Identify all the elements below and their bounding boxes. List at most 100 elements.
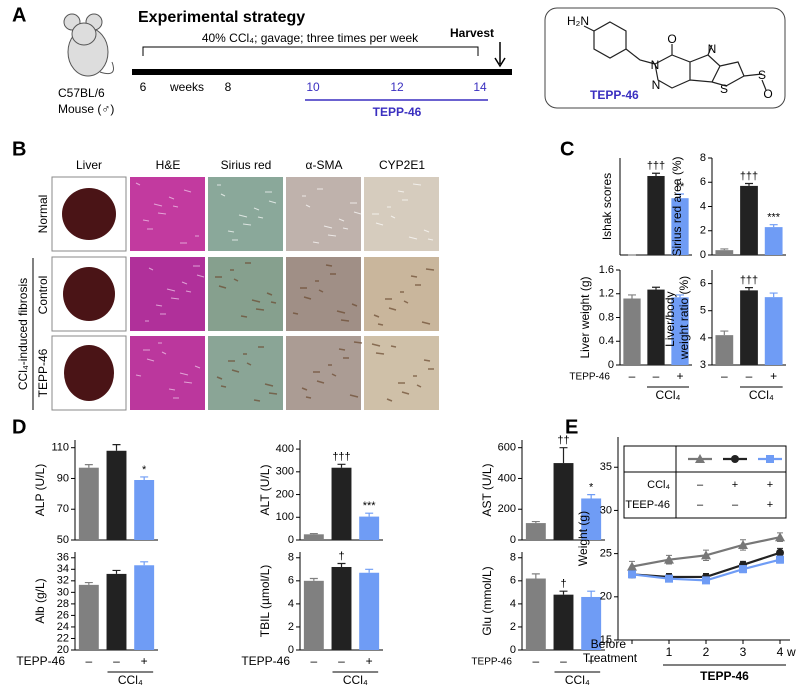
bar xyxy=(303,580,324,650)
y-tick-label: 200 xyxy=(276,488,294,500)
bar xyxy=(581,498,602,540)
texture xyxy=(375,222,384,226)
texture xyxy=(388,307,397,311)
y-tick-label: 6 xyxy=(700,176,706,188)
marker xyxy=(695,454,705,463)
y-tick-label: 400 xyxy=(498,472,516,484)
row-label: Control xyxy=(36,276,50,315)
texture xyxy=(336,310,346,314)
y-tick-label: 24 xyxy=(57,621,69,633)
marker xyxy=(628,570,636,579)
week: 14 xyxy=(473,80,487,94)
texture xyxy=(305,204,311,208)
texture xyxy=(220,193,226,197)
texture xyxy=(408,236,418,240)
x-tick-label: 3 xyxy=(740,645,747,659)
texture xyxy=(305,396,312,399)
error-bar xyxy=(365,512,374,517)
bar xyxy=(715,250,734,255)
texture xyxy=(270,301,277,304)
y-tick-label: 15 xyxy=(600,634,612,646)
significance: ††† xyxy=(740,170,758,182)
week: 8 xyxy=(225,80,232,94)
bar xyxy=(671,297,689,365)
bar xyxy=(106,450,127,540)
y-axis-label: Sirius red area (%) xyxy=(670,156,684,256)
marker xyxy=(664,554,674,564)
column-header: H&E xyxy=(156,158,181,172)
texture xyxy=(142,219,150,222)
group-label: CCl₄ xyxy=(656,388,681,402)
texture xyxy=(375,352,385,355)
texture xyxy=(148,267,154,271)
texture xyxy=(231,369,240,373)
marker xyxy=(665,574,673,583)
x-tick-label: 4 xyxy=(777,645,784,659)
texture xyxy=(312,241,320,244)
marker xyxy=(627,561,637,571)
texture xyxy=(421,321,431,325)
treatment-label: TEPP-46 xyxy=(569,372,610,383)
y-tick-label: 2 xyxy=(510,621,516,633)
texture xyxy=(342,227,349,230)
error-bar xyxy=(531,573,540,579)
bar xyxy=(134,565,155,650)
y-tick-label: 20 xyxy=(57,644,69,656)
micrograph xyxy=(364,257,439,331)
marker xyxy=(731,455,739,463)
legend-mark: – xyxy=(697,499,704,511)
structure-box xyxy=(544,7,786,109)
group-label: CCl₄ xyxy=(343,673,368,686)
x-tick-label: 2 xyxy=(703,645,710,659)
y-tick-label: 50 xyxy=(57,534,69,546)
y-tick-label: 0 xyxy=(288,534,294,546)
texture xyxy=(253,399,261,402)
atom: S xyxy=(758,68,766,82)
significance: *** xyxy=(363,500,377,512)
bar xyxy=(78,584,99,650)
legend-mark: – xyxy=(732,499,739,511)
micrograph xyxy=(130,336,205,410)
strategy-title: Experimental strategy xyxy=(138,9,305,26)
texture xyxy=(338,218,345,222)
marker xyxy=(738,539,748,549)
y-tick-label: 0 xyxy=(288,644,294,656)
error-bar xyxy=(720,330,729,336)
legend-mark: + xyxy=(732,479,738,491)
marker xyxy=(776,555,784,564)
x-tick-label: – xyxy=(338,654,345,668)
y-axis-label: Weight (g) xyxy=(576,511,590,566)
error-bar xyxy=(112,569,121,574)
y-tick-label: 400 xyxy=(276,443,294,455)
legend-row-label: CCl₄ xyxy=(647,479,670,491)
error-bar xyxy=(140,561,149,566)
x-tick-label: 1 xyxy=(666,645,673,659)
group-label: CCl₄-induced fibrosis xyxy=(16,278,30,390)
bar xyxy=(764,297,783,365)
texture xyxy=(185,290,192,293)
bar xyxy=(359,572,380,650)
texture xyxy=(397,190,405,193)
y-tick-label: 2 xyxy=(700,225,706,237)
y-tick-label: 1.6 xyxy=(599,264,614,276)
error-bar xyxy=(769,292,778,298)
y-tick-label: 30 xyxy=(600,504,612,516)
significance: * xyxy=(142,464,147,476)
y-axis-label: Glu (mmol/L) xyxy=(480,566,494,635)
texture xyxy=(390,215,396,219)
error-bar xyxy=(676,193,684,199)
row-label: TEPP-46 xyxy=(36,348,50,397)
texture xyxy=(327,234,337,237)
x-tick-label: – xyxy=(310,654,317,668)
group-label: CCl₄ xyxy=(749,388,774,402)
atom: N xyxy=(708,42,717,56)
marker xyxy=(776,548,784,557)
texture xyxy=(325,264,333,267)
texture xyxy=(316,380,325,384)
mouse-icon xyxy=(63,13,114,77)
texture xyxy=(412,183,422,186)
bar xyxy=(647,176,665,255)
bar xyxy=(78,467,99,540)
texture xyxy=(179,372,189,376)
error-bar xyxy=(559,447,568,464)
